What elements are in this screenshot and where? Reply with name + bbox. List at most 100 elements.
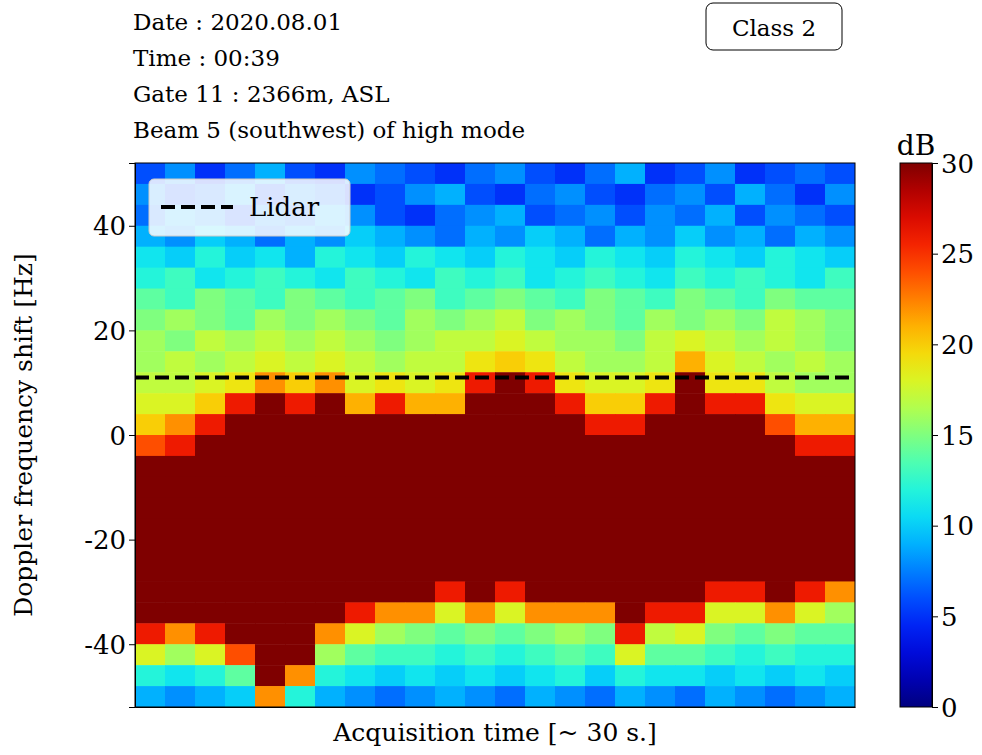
cell: [135, 372, 166, 393]
cell: [645, 393, 676, 414]
cell: [765, 498, 796, 519]
cell: [255, 477, 286, 498]
cell: [225, 561, 256, 582]
cell: [555, 435, 586, 456]
cell: [255, 540, 286, 561]
colorbar-tick-mark: [932, 254, 938, 255]
cell: [825, 414, 855, 435]
cell: [135, 602, 166, 623]
cell: [465, 498, 496, 519]
cell: [495, 623, 526, 644]
cell: [615, 289, 646, 310]
cell: [225, 519, 256, 540]
cell: [705, 268, 736, 289]
cell: [435, 289, 466, 310]
cell: [765, 393, 796, 414]
cell: [735, 519, 766, 540]
cell: [705, 393, 736, 414]
cell: [705, 414, 736, 435]
cell: [555, 686, 586, 707]
cell: [585, 540, 616, 561]
cell: [405, 351, 436, 372]
x-axis-line: [136, 707, 856, 708]
y-tick-mark: [129, 330, 135, 331]
cell: [765, 519, 796, 540]
cell: [825, 289, 855, 310]
cell: [165, 414, 196, 435]
cell: [645, 226, 676, 247]
cell: [585, 393, 616, 414]
cell: [195, 309, 226, 330]
cell: [765, 435, 796, 456]
cell: [795, 330, 826, 351]
cell: [435, 414, 466, 435]
cell: [795, 184, 826, 205]
colorbar-gradient: [900, 163, 932, 707]
cell: [435, 226, 466, 247]
cell: [615, 184, 646, 205]
cell: [225, 644, 256, 665]
cell: [735, 540, 766, 561]
cell: [135, 540, 166, 561]
cell: [645, 163, 676, 184]
colorbar-axis-line: [933, 164, 939, 708]
colorbar: 051015202530dB: [897, 129, 974, 723]
cell: [405, 309, 436, 330]
cell: [345, 351, 376, 372]
cell: [165, 456, 196, 477]
title-line: Time : 00:39: [133, 45, 280, 71]
cell: [315, 561, 346, 582]
cell: [195, 581, 226, 602]
cell: [255, 581, 286, 602]
cell: [615, 686, 646, 707]
cell: [795, 205, 826, 226]
cell: [345, 686, 376, 707]
cell: [255, 414, 286, 435]
cell: [135, 686, 166, 707]
cell: [645, 435, 676, 456]
cell: [345, 393, 376, 414]
colorbar-tick-mark: [932, 435, 938, 436]
cell: [315, 372, 346, 393]
colorbar-tick: 30: [932, 149, 974, 179]
cell: [735, 644, 766, 665]
cell: [465, 686, 496, 707]
cell: [315, 602, 346, 623]
cell: [315, 519, 346, 540]
cell: [255, 435, 286, 456]
cell: [705, 435, 736, 456]
cell: [525, 435, 556, 456]
cell: [315, 414, 346, 435]
cell: [495, 289, 526, 310]
cell: [615, 561, 646, 582]
cell: [765, 456, 796, 477]
cell: [555, 540, 586, 561]
cell: [825, 330, 855, 351]
cell: [795, 268, 826, 289]
cell: [375, 393, 406, 414]
cell: [645, 498, 676, 519]
cell: [555, 623, 586, 644]
cell: [795, 226, 826, 247]
cell: [435, 351, 466, 372]
cell: [675, 540, 706, 561]
cell: [765, 289, 796, 310]
cell: [285, 686, 316, 707]
cell: [135, 477, 166, 498]
cell: [585, 247, 616, 268]
cell: [405, 435, 436, 456]
cell: [345, 644, 376, 665]
cell: [495, 540, 526, 561]
cell: [195, 414, 226, 435]
cell: [795, 163, 826, 184]
cell: [585, 456, 616, 477]
cell: [705, 247, 736, 268]
cell: [825, 456, 855, 477]
cell: [405, 330, 436, 351]
cell: [405, 247, 436, 268]
cell: [615, 247, 646, 268]
cell: [825, 477, 855, 498]
cell: [645, 372, 676, 393]
cell: [825, 268, 855, 289]
y-tick: 40: [93, 211, 135, 241]
